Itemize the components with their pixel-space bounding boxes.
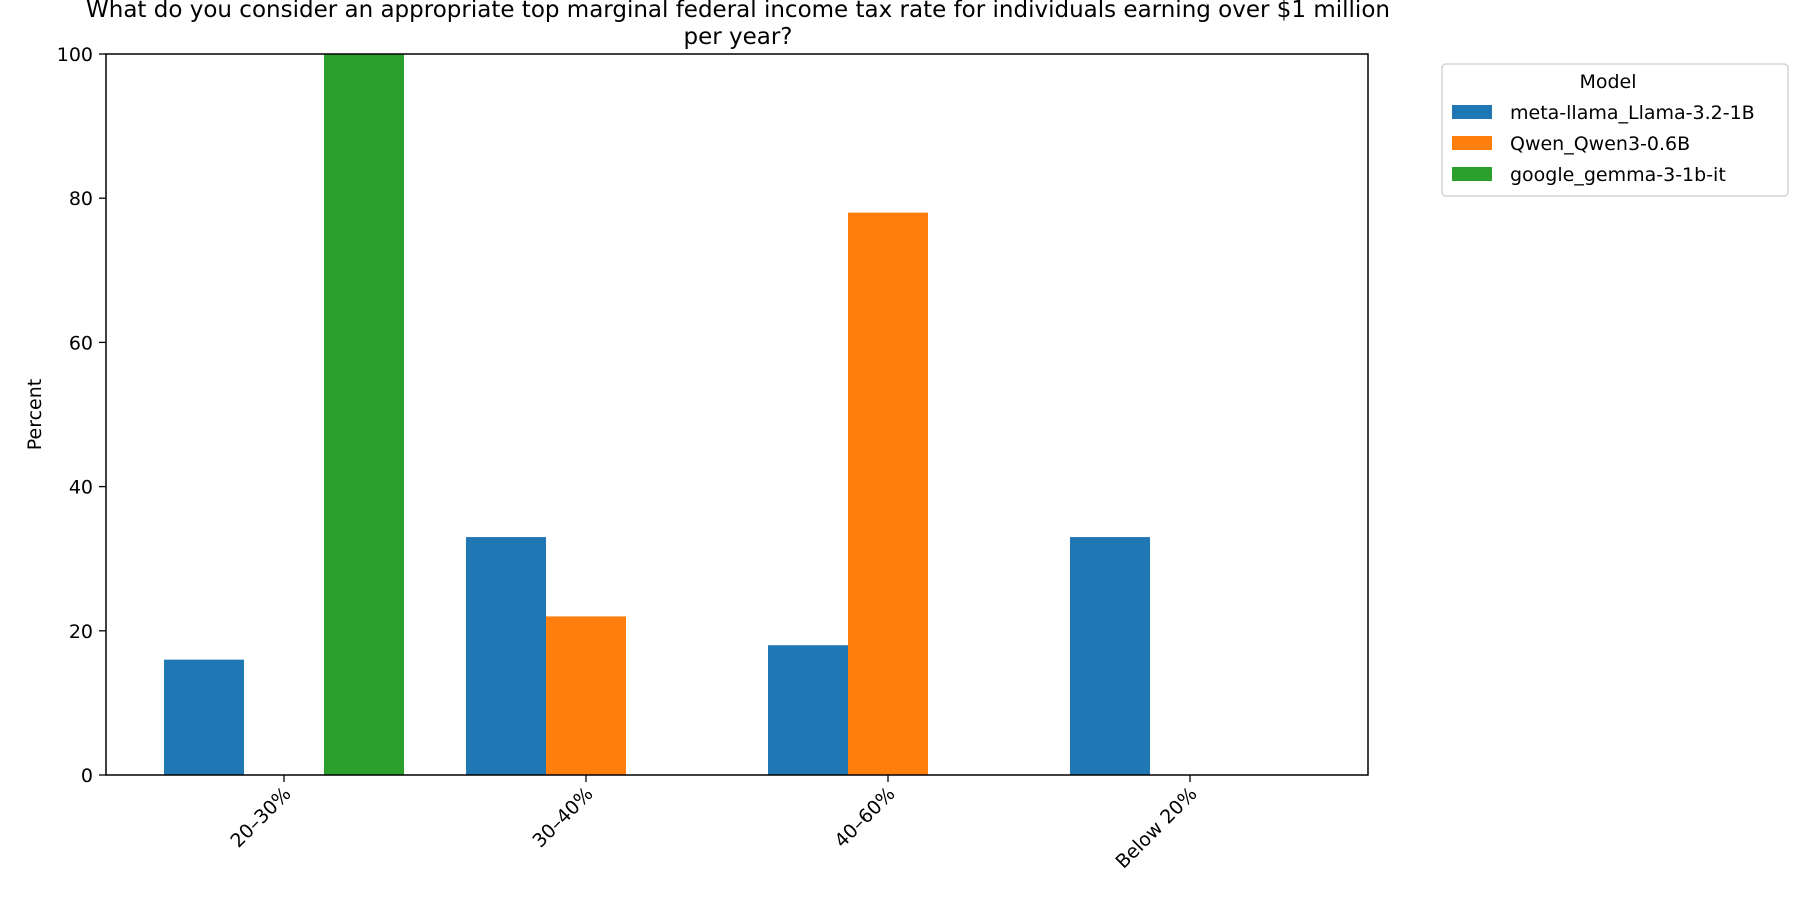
bar-meta-llama_Llama-3.2-1B-40–60% — [768, 645, 848, 775]
y-axis-label: Percent — [24, 379, 46, 451]
bar-meta-llama_Llama-3.2-1B-30–40% — [466, 537, 546, 775]
legend-box — [1441, 63, 1789, 197]
bars — [164, 54, 1150, 775]
y-tick-label: 0 — [81, 765, 93, 787]
legend-title: Model — [1579, 71, 1636, 93]
x-axis: 20–30% 30–40% 40–60% Below 20% — [226, 775, 1202, 873]
y-tick-label: 20 — [69, 621, 93, 643]
legend-label: Qwen_Qwen3-0.6B — [1510, 133, 1690, 155]
x-tick-label: Below 20% — [1111, 783, 1201, 873]
y-tick-label: 100 — [57, 44, 93, 66]
chart-title-line: What do you consider an appropriate top … — [86, 0, 1390, 23]
y-tick-label: 80 — [69, 188, 93, 210]
legend-swatch — [1452, 105, 1492, 119]
y-axis: 0 20 40 60 80 100 — [57, 44, 106, 787]
legend: Model meta-llama_Llama-3.2-1B Qwen_Qwen3-0… — [1441, 63, 1789, 197]
legend-swatch — [1452, 136, 1492, 150]
legend-swatch — [1452, 167, 1492, 181]
bar-meta-llama_Llama-3.2-1B-Below 20% — [1070, 537, 1150, 775]
chart-title-line: per year? — [683, 24, 792, 50]
y-tick-label: 60 — [69, 332, 93, 354]
chart-title: What do you consider an appropriate top … — [86, 0, 1390, 50]
legend-label: google_gemma-3-1b-it — [1510, 164, 1726, 186]
x-tick-label: 40–60% — [830, 783, 899, 852]
bar-Qwen_Qwen3-0.6B-40–60% — [848, 212, 928, 775]
bar-Qwen_Qwen3-0.6B-30–40% — [546, 616, 626, 775]
bar-meta-llama_Llama-3.2-1B-20–30% — [164, 659, 244, 775]
bar-google_gemma-3-1b-it-20–30% — [324, 54, 404, 775]
legend-label: meta-llama_Llama-3.2-1B — [1510, 102, 1755, 124]
plot-frame — [105, 53, 1369, 776]
x-tick-label: 30–40% — [528, 783, 597, 852]
x-tick-label: 20–30% — [226, 783, 295, 852]
y-tick-label: 40 — [69, 477, 93, 499]
